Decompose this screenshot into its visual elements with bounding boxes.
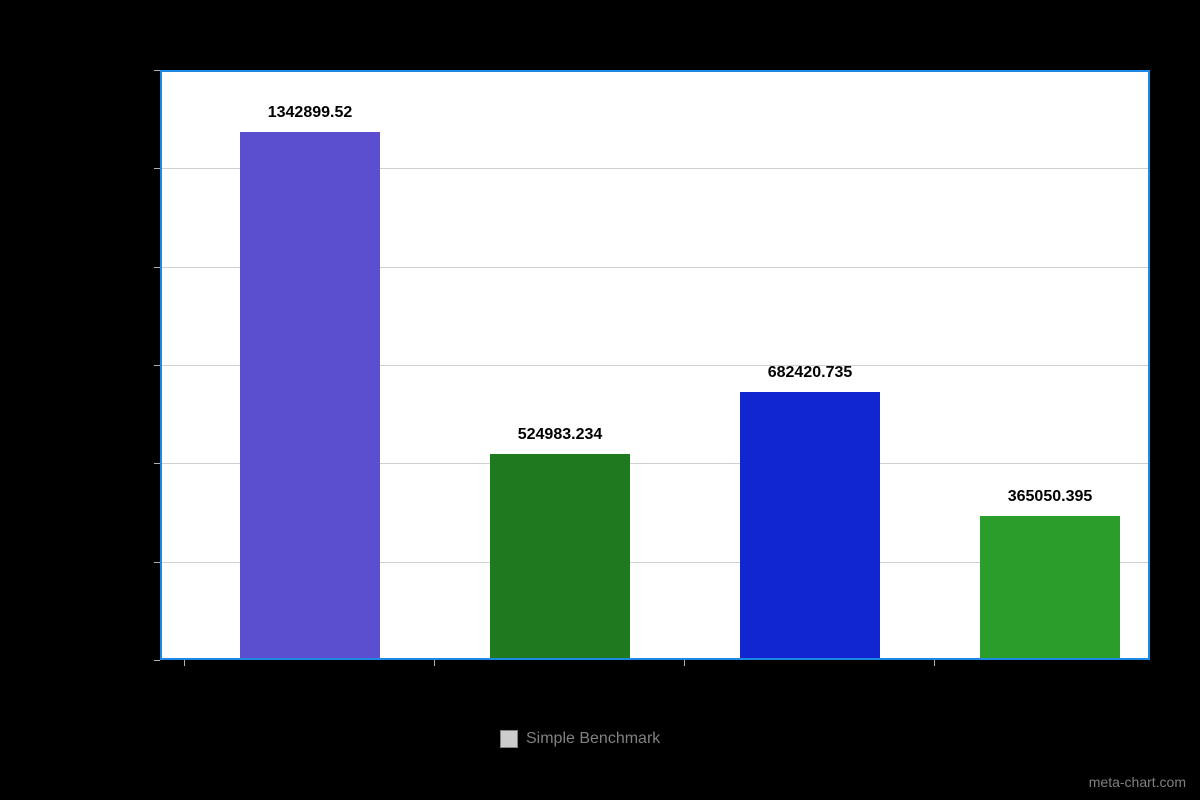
legend-swatch <box>500 730 518 748</box>
y-tick <box>154 562 160 563</box>
x-tick <box>434 660 435 666</box>
x-tick <box>934 660 935 666</box>
legend-label: Simple Benchmark <box>526 730 660 748</box>
bar-value-label: 1342899.52 <box>210 104 410 122</box>
y-tick <box>154 463 160 464</box>
bar-value-label: 365050.395 <box>950 488 1150 506</box>
y-tick <box>154 365 160 366</box>
x-tick <box>184 660 185 666</box>
y-tick <box>154 267 160 268</box>
plot-area: 1342899.52 524983.234 682420.735 365050.395 <box>160 70 1150 660</box>
attribution-text: meta-chart.com <box>1089 774 1186 790</box>
bar <box>490 454 630 660</box>
benchmark-bar-chart: 1342899.52 524983.234 682420.735 365050.395… <box>0 0 1200 800</box>
bar <box>980 516 1120 660</box>
bar-value-label: 682420.735 <box>710 364 910 382</box>
legend: Simple Benchmark <box>500 730 660 748</box>
y-tick <box>154 168 160 169</box>
bar <box>240 132 380 660</box>
y-tick <box>154 660 160 661</box>
bar <box>740 392 880 660</box>
bar-value-label: 524983.234 <box>460 426 660 444</box>
x-tick <box>684 660 685 666</box>
y-tick <box>154 70 160 71</box>
